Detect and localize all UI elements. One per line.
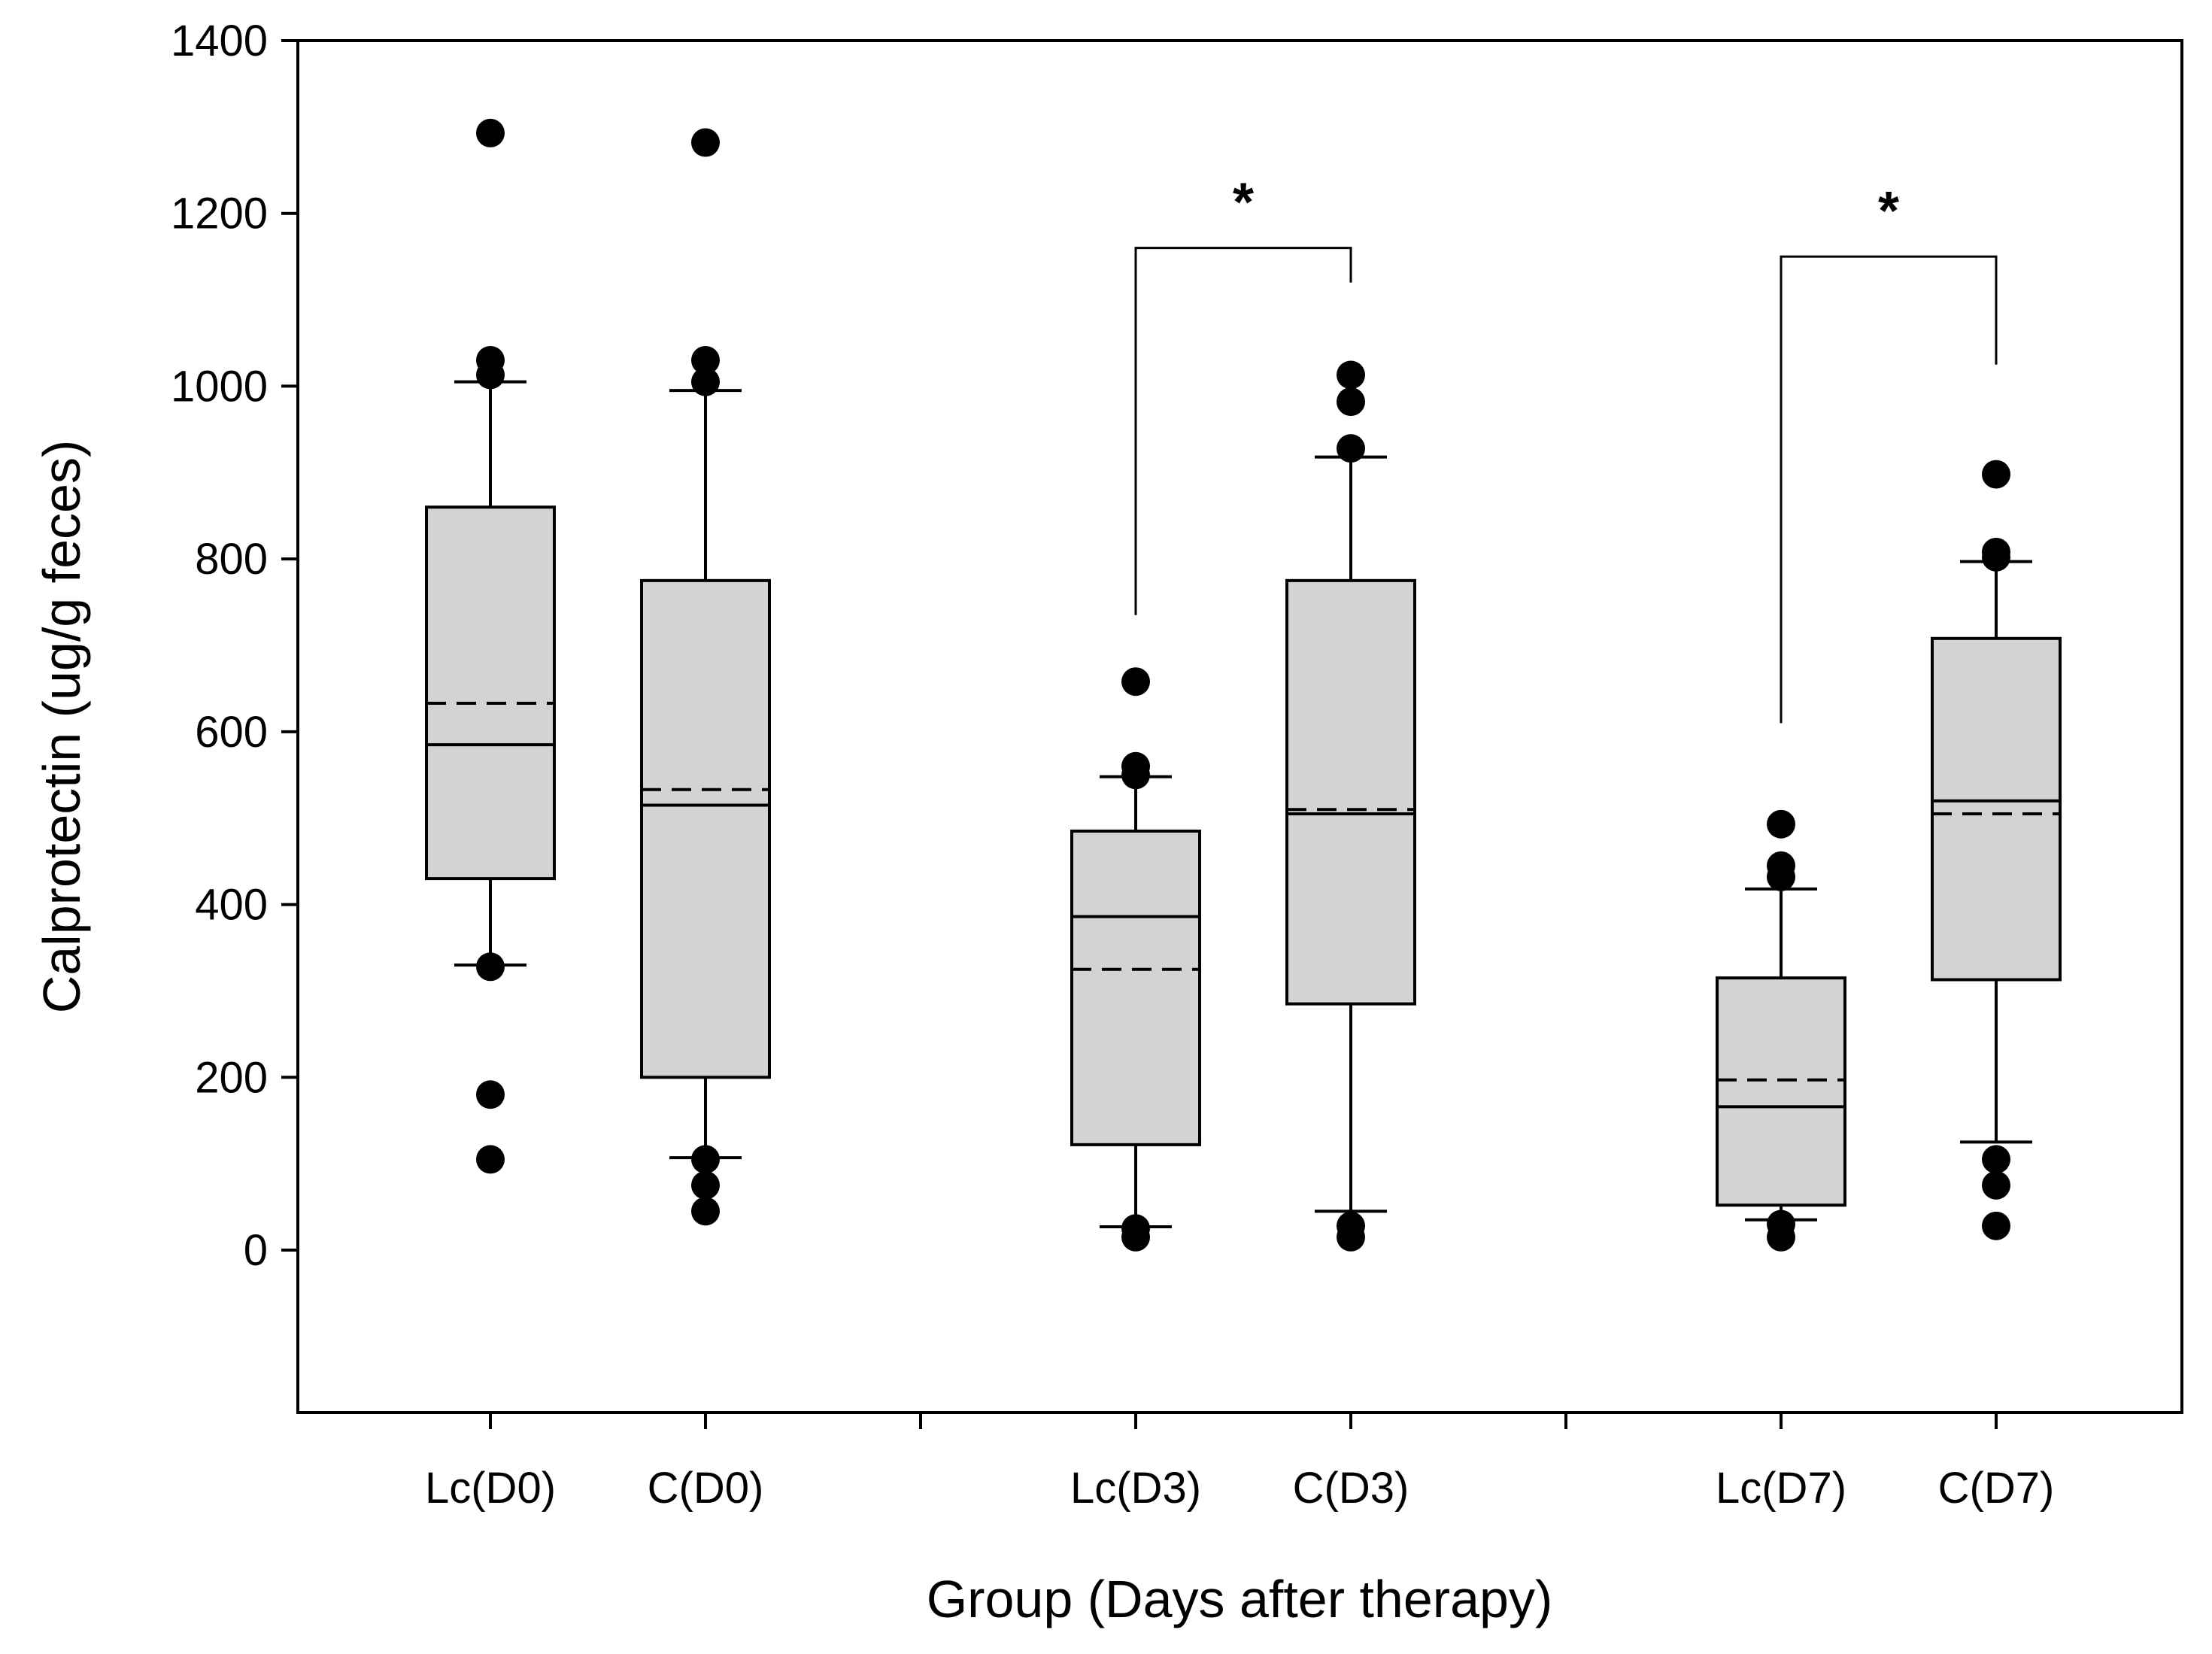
- bracket-line: [1134, 247, 1352, 615]
- box-Lc(D3): [1070, 667, 1201, 1252]
- box-Lc(D7): [1716, 809, 1846, 1252]
- axes-layer: [296, 39, 2183, 1414]
- x-axis-ticks: Lc(D0) C(D0) Lc(D3) C(D3) Lc(D7) C(D7): [425, 1413, 2054, 1513]
- box-C(D0): [640, 128, 771, 1226]
- x-tick-label: Lc(D7): [1716, 1464, 1846, 1513]
- x-tick-label: C(D7): [1938, 1464, 2055, 1513]
- outlier-point: [1767, 862, 1795, 891]
- outlier-point: [691, 345, 720, 375]
- box-group-layer: [425, 118, 2062, 1252]
- outlier-point: [1982, 1170, 2010, 1200]
- box-iqr: [1285, 578, 1416, 1006]
- bracket-line: [1780, 255, 1998, 724]
- box-iqr: [425, 505, 556, 881]
- plot-frame: [296, 39, 2183, 1414]
- y-tick-label: 1000: [171, 362, 268, 411]
- outlier-point: [1767, 809, 1795, 839]
- y-axis-title: Calprotectin (ug/g feces): [32, 440, 91, 1014]
- box-iqr: [1931, 636, 2062, 982]
- outlier-point: [476, 1080, 505, 1109]
- outlier-point: [476, 1145, 505, 1174]
- x-tick-label: C(D0): [648, 1464, 764, 1513]
- significance-star: *: [1878, 181, 1899, 241]
- y-tick-label: 0: [244, 1226, 268, 1275]
- outlier-point: [476, 118, 505, 147]
- outlier-point: [1337, 387, 1365, 417]
- outlier-point: [691, 367, 720, 396]
- box-iqr: [640, 578, 771, 1079]
- y-axis-ticks: 0 200 400 600 800 1000 1200 1400: [171, 17, 298, 1275]
- outlier-point: [1337, 434, 1365, 463]
- y-tick-label: 800: [195, 535, 268, 584]
- x-tick-label: Lc(D0): [425, 1464, 556, 1513]
- box-C(D7): [1931, 460, 2062, 1240]
- outlier-point: [1121, 760, 1150, 790]
- significance-bracket: *: [1780, 181, 1998, 724]
- outlier-point: [1121, 667, 1150, 697]
- y-tick-label: 200: [195, 1053, 268, 1102]
- outlier-point: [1982, 460, 2010, 489]
- outlier-point: [691, 1197, 720, 1226]
- outlier-point: [476, 952, 505, 982]
- outlier-point: [1982, 1211, 2010, 1240]
- x-axis-title: Group (Days after therapy): [927, 1570, 1553, 1628]
- outlier-point: [1121, 1222, 1150, 1252]
- outlier-point: [691, 128, 720, 157]
- outlier-point: [1337, 360, 1365, 390]
- outlier-point: [476, 360, 505, 390]
- y-tick-label: 400: [195, 881, 268, 930]
- box-iqr: [1070, 829, 1201, 1146]
- box-C(D3): [1285, 360, 1416, 1252]
- significance-layer: * *: [1134, 173, 1998, 724]
- x-tick-label: Lc(D3): [1070, 1464, 1201, 1513]
- outlier-point: [1982, 1145, 2010, 1174]
- outlier-point: [691, 1170, 720, 1200]
- box-Lc(D0): [425, 118, 556, 1174]
- y-tick-label: 600: [195, 708, 268, 757]
- significance-bracket: *: [1134, 173, 1352, 615]
- outlier-point: [1982, 542, 2010, 572]
- y-tick-label: 1400: [171, 17, 268, 65]
- significance-star: *: [1233, 173, 1254, 233]
- x-tick-label: C(D3): [1293, 1464, 1409, 1513]
- outlier-point: [691, 1145, 720, 1174]
- y-tick-label: 1200: [171, 190, 268, 238]
- outlier-point: [1767, 1222, 1795, 1252]
- outlier-point: [1337, 1222, 1365, 1252]
- box-iqr: [1716, 976, 1846, 1207]
